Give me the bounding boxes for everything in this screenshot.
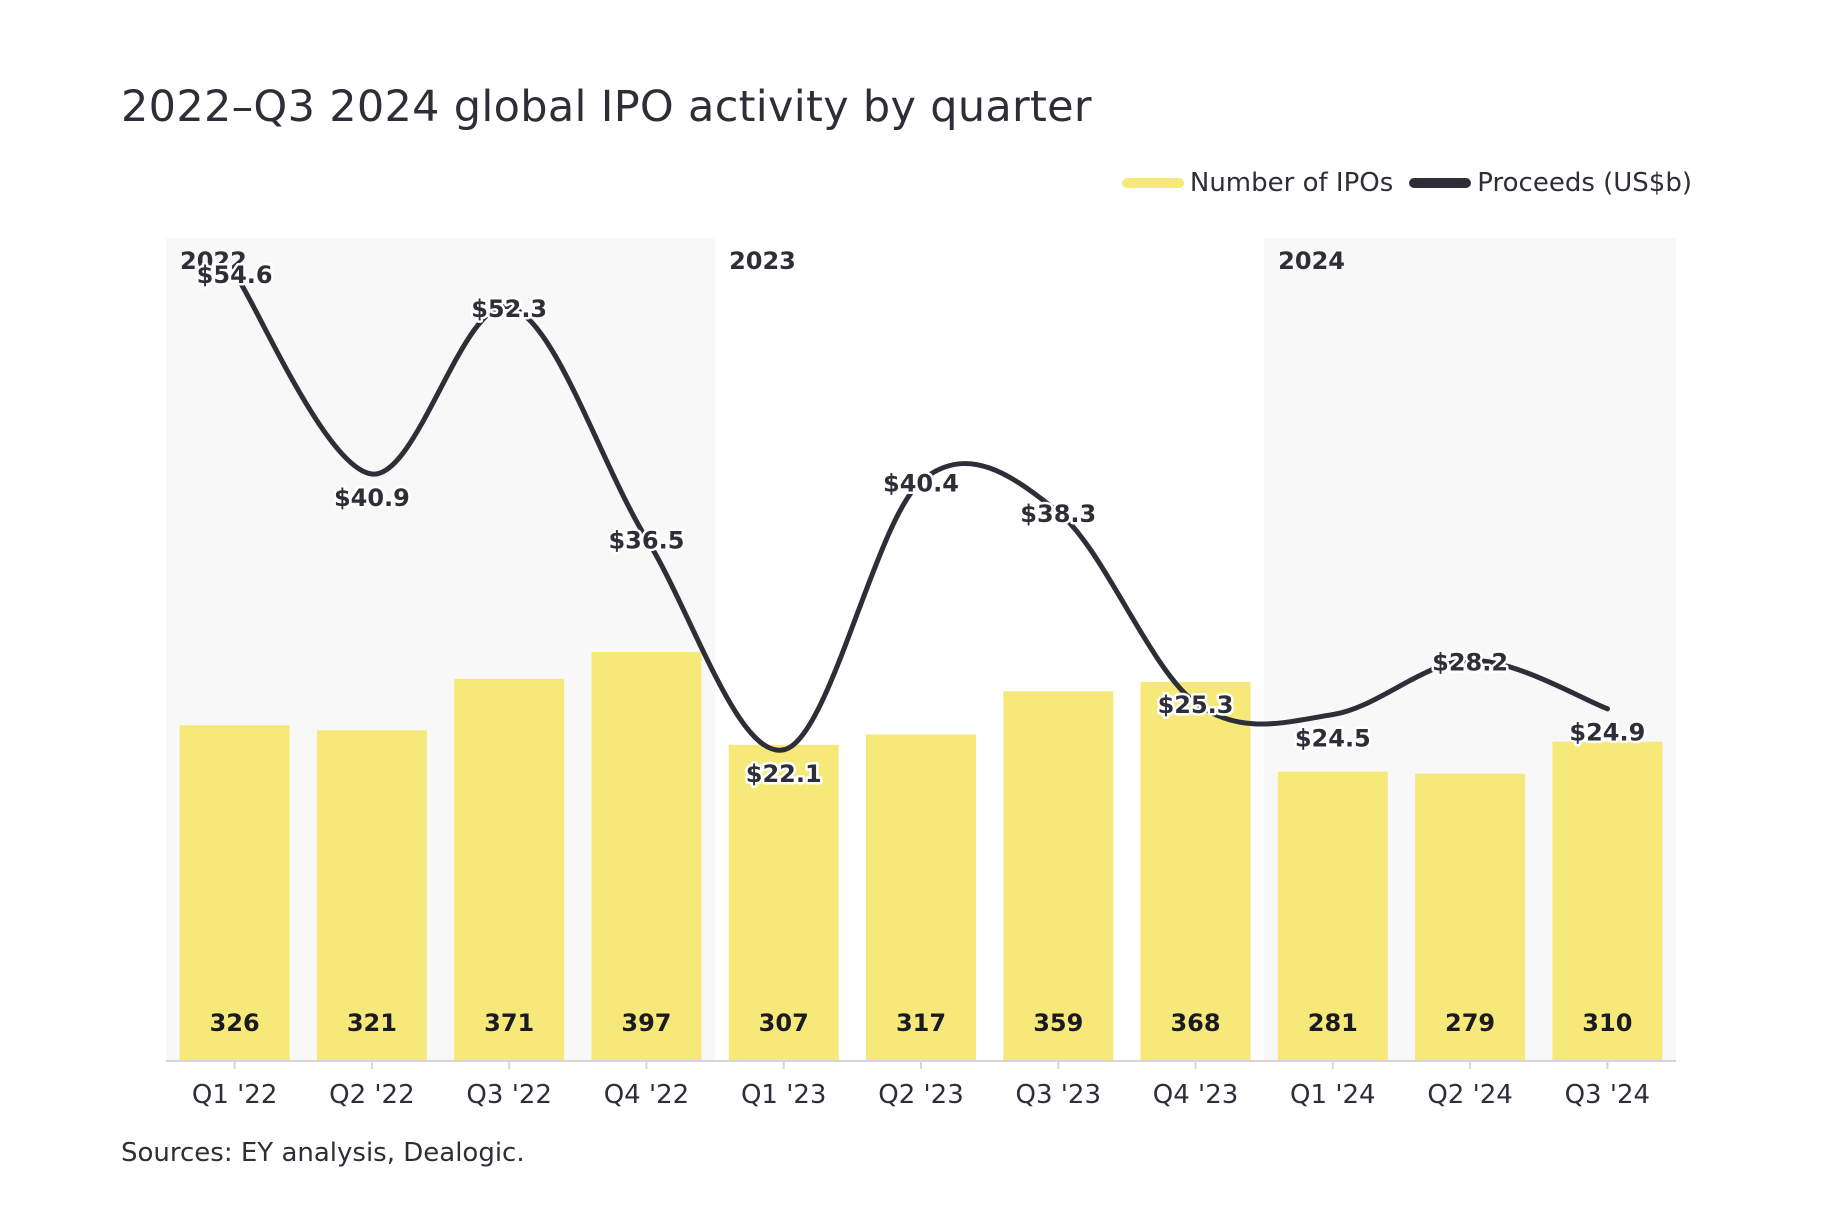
legend-swatch-proceeds [1409, 178, 1472, 188]
proceeds-label-0: $54.6 [197, 261, 273, 289]
proceeds-point-1 [369, 471, 375, 477]
year-label-2023: 2023 [729, 247, 796, 275]
proceeds-label-8: $24.5 [1295, 725, 1371, 753]
bar-3 [591, 652, 702, 1061]
x-tick-label-7: Q4 '23 [1153, 1080, 1239, 1110]
legend-label-proceeds: Proceeds (US$b) [1477, 168, 1692, 198]
proceeds-point-6 [1055, 509, 1061, 515]
proceeds-label-7: $25.3 [1158, 691, 1234, 719]
bar-label-9: 279 [1445, 1009, 1495, 1037]
bar-6 [1003, 691, 1114, 1061]
bar-9 [1415, 773, 1526, 1061]
x-tick-label-8: Q1 '24 [1290, 1080, 1376, 1110]
proceeds-point-0 [232, 270, 238, 276]
x-tick-label-9: Q2 '24 [1427, 1080, 1513, 1110]
bar-5 [866, 734, 976, 1061]
proceeds-point-8 [1330, 712, 1336, 718]
bar-8 [1277, 771, 1388, 1061]
bar-label-7: 368 [1170, 1009, 1220, 1037]
bar-4 [728, 744, 839, 1061]
proceeds-label-9: $28.2 [1432, 648, 1508, 676]
bar-0 [179, 725, 290, 1061]
year-label-2022: 2022 [180, 247, 247, 275]
legend-swatch-ipos [1121, 178, 1184, 188]
legend-label-ipos: Number of IPOs [1189, 168, 1394, 198]
x-tick-label-1: Q2 '22 [329, 1080, 415, 1110]
x-tick-label-3: Q4 '22 [604, 1080, 690, 1110]
legend-item-ipos: Number of IPOs [1121, 168, 1394, 198]
bar-2 [454, 678, 565, 1061]
bar-label-3: 397 [621, 1009, 671, 1037]
bar-label-10: 310 [1582, 1009, 1632, 1037]
proceeds-label-3: $36.5 [608, 527, 684, 555]
proceeds-point-7 [1193, 700, 1199, 706]
bar-10 [1552, 741, 1663, 1061]
proceeds-point-5 [918, 478, 924, 484]
x-tick-label-4: Q1 '23 [741, 1080, 827, 1110]
legend-item-proceeds: Proceeds (US$b) [1409, 168, 1692, 198]
source-note: Sources: EY analysis, Dealogic. [121, 1138, 525, 1168]
proceeds-point-2 [506, 304, 512, 310]
bar-label-6: 359 [1033, 1009, 1083, 1037]
year-label-2024: 2024 [1278, 247, 1345, 275]
x-tick-label-10: Q3 '24 [1565, 1080, 1651, 1110]
x-tick-label-0: Q1 '22 [192, 1080, 278, 1110]
bar-label-4: 307 [759, 1009, 809, 1037]
proceeds-label-5: $40.4 [883, 469, 959, 497]
x-tick-label-2: Q3 '22 [466, 1080, 552, 1110]
bar-7 [1140, 681, 1251, 1061]
bar-label-1: 321 [347, 1009, 397, 1037]
bar-label-2: 371 [484, 1009, 534, 1037]
bar-label-8: 281 [1308, 1009, 1358, 1037]
x-tick-label-6: Q3 '23 [1016, 1080, 1102, 1110]
bar-label-5: 317 [896, 1009, 946, 1037]
proceeds-label-2: $52.3 [471, 295, 547, 323]
proceeds-point-3 [643, 536, 649, 542]
proceeds-label-10: $24.9 [1569, 719, 1645, 747]
legend: Number of IPOs Proceeds (US$b) [1106, 168, 1692, 198]
proceeds-label-1: $40.9 [334, 484, 410, 512]
proceeds-point-9 [1467, 657, 1473, 663]
proceeds-point-10 [1604, 706, 1610, 712]
x-tick-label-5: Q2 '23 [878, 1080, 964, 1110]
proceeds-label-6: $38.3 [1020, 500, 1096, 528]
bar-1 [316, 730, 427, 1061]
proceeds-point-4 [781, 747, 787, 753]
chart-title: 2022–Q3 2024 global IPO activity by quar… [121, 82, 1092, 132]
proceeds-label-4: $22.1 [746, 760, 822, 788]
bar-label-0: 326 [210, 1009, 260, 1037]
